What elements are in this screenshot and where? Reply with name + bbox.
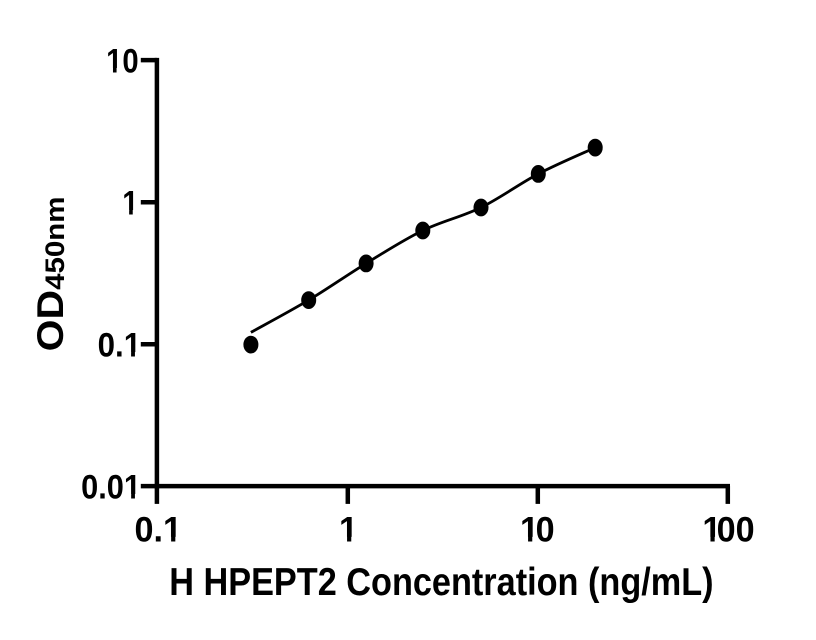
svg-text:0.01: 0.01	[81, 468, 141, 506]
svg-text:H HPEPT2 Concentration (ng/mL): H HPEPT2 Concentration (ng/mL)	[169, 560, 713, 603]
svg-text:0.1: 0.1	[98, 325, 141, 364]
svg-text:1: 1	[339, 510, 358, 550]
svg-text:0: 0	[536, 510, 555, 550]
svg-text:0.1: 0.1	[135, 510, 182, 550]
svg-text:OD450nm: OD450nm	[31, 196, 72, 351]
svg-text:00: 00	[717, 510, 755, 550]
